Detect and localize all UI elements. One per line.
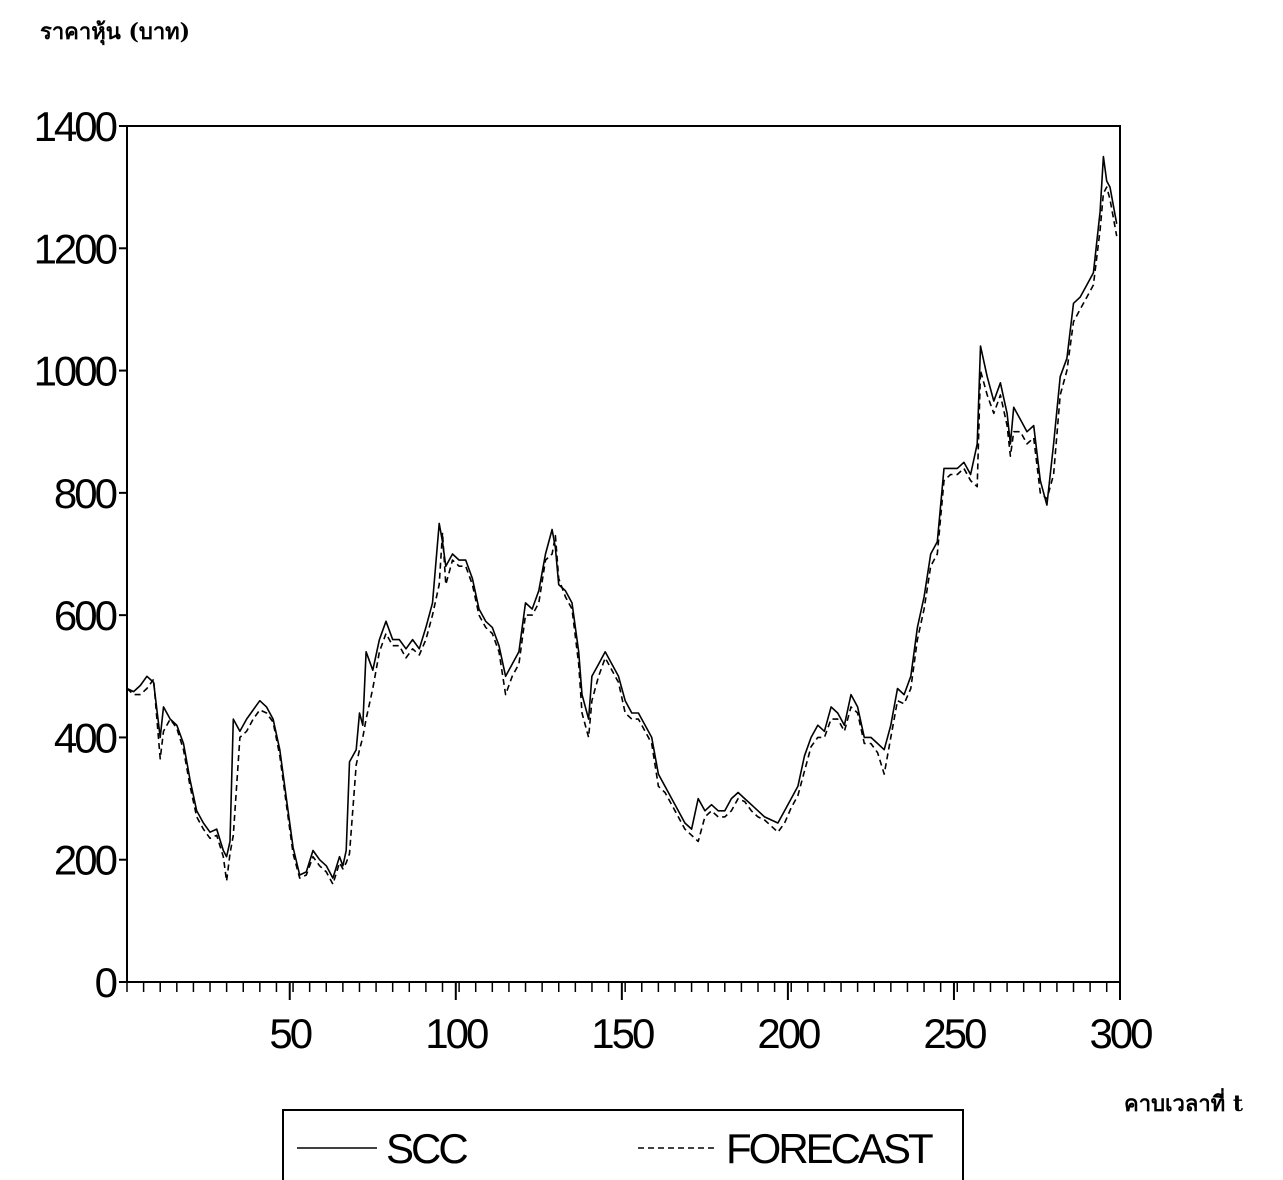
y-tick-label: 200 [54,837,117,884]
y-tick-label: 800 [54,470,117,517]
x-tick-label: 250 [923,1010,986,1057]
x-tick-label: 100 [425,1010,488,1057]
legend-scc-label: SCC [386,1125,467,1172]
series-line-forecast [126,186,1118,886]
x-tick-label: 300 [1089,1010,1152,1057]
y-tick-label: 1000 [34,348,117,395]
legend-forecast-label: FORECAST [726,1125,933,1172]
y-axis-ticks: 0 200 400 600 800 1000 1200 1400 [34,103,127,1006]
legend-box [282,1109,964,1180]
legend: SCC FORECAST [282,1109,964,1180]
series-layer [126,155,1118,886]
series-line-scc [126,155,1118,879]
x-axis-title: คาบเวลาที่ t [1124,1091,1244,1117]
y-tick-label: 1400 [34,103,117,150]
y-axis-title: ราคาหุ้น (บาท) [40,19,191,45]
plot-area-frame [126,125,1121,983]
x-tick-label: 150 [591,1010,654,1057]
y-tick-label: 1200 [34,225,117,272]
y-tick-label: 600 [54,592,117,639]
y-tick-label: 0 [95,959,117,1006]
x-tick-label: 200 [757,1010,820,1057]
x-axis-ticks: 50 100 150 200 250 300 [126,982,1155,1057]
x-tick-label: 50 [269,1010,311,1057]
y-tick-label: 400 [54,714,117,761]
